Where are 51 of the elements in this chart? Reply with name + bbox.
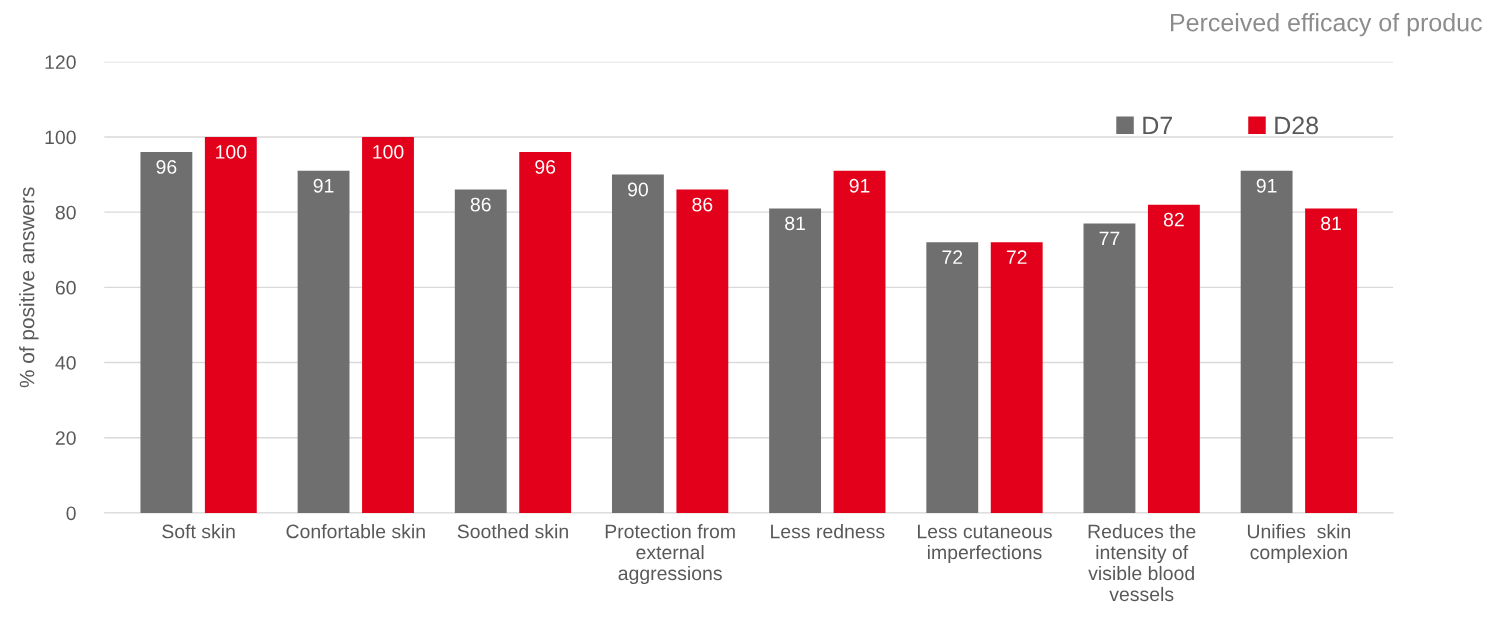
x-tick-label: Less redness: [771, 524, 885, 539]
x-tick-label: Soothed skin: [457, 524, 568, 539]
bar: [1240, 170, 1293, 513]
legend-label: D7: [1143, 116, 1172, 134]
data-label: 81: [1321, 216, 1341, 231]
data-label: 96: [535, 160, 556, 174]
x-tick-label: Protection from external aggressions: [605, 524, 735, 585]
bar: [519, 152, 572, 513]
y-tick-label: 40: [55, 356, 76, 370]
bar: [990, 242, 1043, 513]
data-label: 72: [1006, 250, 1027, 264]
y-tick-label: 0: [66, 506, 76, 521]
x-tick-label: Less cutaneous imperfections: [917, 524, 1052, 564]
x-tick-label: Reduces the intensity of visible blood vessels: [1088, 524, 1196, 602]
data-label: 86: [692, 197, 713, 212]
bar: [362, 136, 414, 513]
bar: [769, 208, 822, 513]
bar: [1083, 223, 1136, 513]
bar: [611, 174, 664, 513]
data-label: 82: [1163, 212, 1184, 227]
y-axis-title: % of positive answers: [19, 187, 39, 388]
data-label: 72: [942, 250, 963, 264]
bar: [926, 242, 979, 513]
x-tick-label: Confortable skin: [286, 524, 425, 539]
data-label: 91: [313, 178, 334, 193]
y-tick-label: 80: [55, 205, 76, 220]
bar: [297, 170, 350, 513]
y-tick-label: 60: [55, 280, 76, 295]
bar: [833, 170, 886, 513]
data-label: 100: [216, 145, 247, 159]
data-label: 100: [373, 145, 404, 159]
data-label: 91: [1256, 178, 1277, 193]
y-tick-label: 20: [55, 431, 76, 445]
bar: [1147, 204, 1200, 513]
data-label: 81: [785, 216, 805, 231]
data-label: 91: [849, 178, 870, 193]
bar: [676, 189, 729, 513]
bar: [204, 136, 257, 513]
data-label: 77: [1099, 231, 1120, 246]
data-label: 86: [470, 197, 491, 212]
bar: [1305, 208, 1357, 513]
x-tick-label: Unifies skin complexion: [1247, 524, 1350, 564]
bar: [454, 189, 507, 513]
data-label: 90: [628, 182, 648, 197]
y-tick-label: 120: [45, 55, 76, 70]
y-tick-label: 100: [45, 130, 76, 145]
legend-label: D28: [1275, 116, 1319, 135]
x-tick-label: Soft skin: [162, 524, 235, 539]
data-label: 96: [156, 160, 177, 174]
bar: [140, 152, 193, 513]
chart-title: Perceived efficacy of produc: [1171, 13, 1482, 37]
